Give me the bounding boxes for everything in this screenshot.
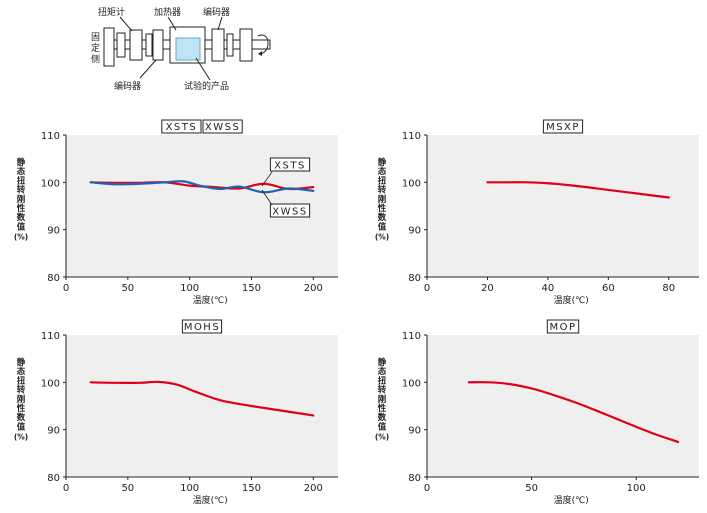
y-tick-label: 100 xyxy=(41,178,60,189)
chart-2: 0 20 40 60 80 80 90 100 110 温度(℃) 静态扭转刚性数值(%) MSXP xyxy=(375,119,699,306)
x-axis-label: 温度(℃) xyxy=(554,294,589,306)
y-tick-label: 100 xyxy=(402,378,421,389)
y-tick-label: 100 xyxy=(41,378,60,389)
y-tick-label: 80 xyxy=(47,473,60,484)
y-axis-label: 静态扭转刚性数值(%) xyxy=(14,157,28,242)
title-box-label: MSXP xyxy=(546,122,580,133)
title-box-label: XSTS xyxy=(166,122,198,133)
y-tick-label: 90 xyxy=(408,226,421,237)
title-box xyxy=(542,119,584,134)
x-tick-label: 0 xyxy=(424,283,430,294)
annotation-leader xyxy=(261,189,273,206)
fixed-wall xyxy=(103,27,115,67)
chart-title: MOHS xyxy=(181,319,223,334)
coupling-3 xyxy=(226,33,234,57)
test-setup-diagram xyxy=(103,16,271,81)
series-line-xwss xyxy=(89,180,315,194)
x-tick-label: 100 xyxy=(180,483,199,494)
y-tick-label: 110 xyxy=(41,331,60,342)
annotation-label: XSTS xyxy=(274,161,306,172)
y-tick-label: 80 xyxy=(408,473,421,484)
annotation-box xyxy=(269,157,311,172)
label-encoder-top: 编码器 xyxy=(203,6,230,18)
coupling-2 xyxy=(145,33,153,57)
y-tick-label: 90 xyxy=(47,426,60,437)
chart-title: XSTS XWSS xyxy=(161,119,243,134)
x-tick-label: 100 xyxy=(627,483,646,494)
chart-title: MSXP xyxy=(542,119,584,134)
coupling-1 xyxy=(116,32,126,58)
y-tick-label: 80 xyxy=(408,273,421,284)
x-axis-label: 温度(℃) xyxy=(193,294,228,306)
title-box-label: XWSS xyxy=(205,122,240,133)
label-test-product: 试验的产品 xyxy=(184,80,229,92)
annotation-box xyxy=(269,203,311,218)
label-heater: 加热器 xyxy=(154,6,181,18)
title-box-label: MOP xyxy=(549,322,576,333)
rotation-arrow-icon xyxy=(257,34,269,55)
x-tick-label: 150 xyxy=(242,483,261,494)
series-annotation: XSTS xyxy=(269,157,311,172)
x-tick-label: 50 xyxy=(121,483,134,494)
chart-3: 0 50 100 150 200 80 90 100 110 温度(℃) 静态扭转刚性数值(%) MO… xyxy=(14,319,338,506)
x-tick-label: 0 xyxy=(63,483,69,494)
title-box xyxy=(546,319,580,334)
annotation-leader xyxy=(261,171,273,187)
x-tick-label: 0 xyxy=(63,283,69,294)
x-tick-label: 20 xyxy=(481,283,494,294)
x-tick-label: 50 xyxy=(525,483,538,494)
x-tick-label: 40 xyxy=(542,283,555,294)
label-encoder-bottom: 编码器 xyxy=(114,80,141,92)
y-tick-label: 110 xyxy=(402,331,421,342)
test-product-box xyxy=(175,37,201,61)
chart-title: MOP xyxy=(546,319,580,334)
x-axis-label: 温度(℃) xyxy=(554,494,589,506)
x-tick-label: 200 xyxy=(304,283,323,294)
title-box-label: MOHS xyxy=(184,322,220,333)
title-box xyxy=(202,119,243,134)
plot-area xyxy=(66,335,338,477)
drive-block xyxy=(239,28,253,62)
torque-meter-block xyxy=(129,29,143,61)
chart-1: 0 50 100 150 200 80 90 100 110 温度(℃) 静态扭转刚性数值(%) XS… xyxy=(14,119,338,306)
y-axis-label: 静态扭转刚性数值(%) xyxy=(14,357,28,442)
title-box xyxy=(161,119,202,134)
series-line-mohs xyxy=(89,380,315,417)
y-tick-label: 110 xyxy=(41,131,60,142)
charts: 0 50 100 150 2008090100110温度(℃)静态扭转刚性数值(%)XS… xyxy=(14,119,699,506)
series-line-msxp xyxy=(486,181,670,199)
y-tick-label: 90 xyxy=(408,426,421,437)
y-tick-label: 90 xyxy=(47,226,60,237)
x-tick-label: 60 xyxy=(602,283,615,294)
series-line-mop xyxy=(467,381,680,444)
x-tick-label: 100 xyxy=(180,283,199,294)
annotation-label: XWSS xyxy=(272,207,307,218)
x-tick-label: 80 xyxy=(662,283,675,294)
chart-4: 0 50 100 80 90 100 110 温度(℃) 静态扭转刚性数值(%) MOP xyxy=(375,319,699,506)
y-tick-label: 110 xyxy=(402,131,421,142)
series-annotation: XWSS xyxy=(269,203,311,218)
x-tick-label: 150 xyxy=(242,283,261,294)
y-axis-label: 静态扭转刚性数值(%) xyxy=(375,357,389,442)
y-tick-label: 80 xyxy=(47,273,60,284)
label-fixed-side: 固定侧 xyxy=(91,32,100,65)
label-torque-meter: 扭矩计 xyxy=(98,6,125,18)
encoder-bottom-block xyxy=(152,29,164,61)
plot-area xyxy=(427,135,699,277)
y-tick-label: 100 xyxy=(402,178,421,189)
diagram-labels: 扭矩计 加热器 编码器 编码器 试验的产品 固定侧 xyxy=(91,6,230,92)
plot-area xyxy=(427,335,699,477)
title-box xyxy=(181,319,223,334)
y-axis-label: 静态扭转刚性数值(%) xyxy=(375,157,389,242)
x-tick-label: 50 xyxy=(121,283,134,294)
x-axis-label: 温度(℃) xyxy=(193,494,228,506)
x-tick-label: 0 xyxy=(424,483,430,494)
x-tick-label: 200 xyxy=(304,483,323,494)
encoder-top-block xyxy=(211,28,225,62)
